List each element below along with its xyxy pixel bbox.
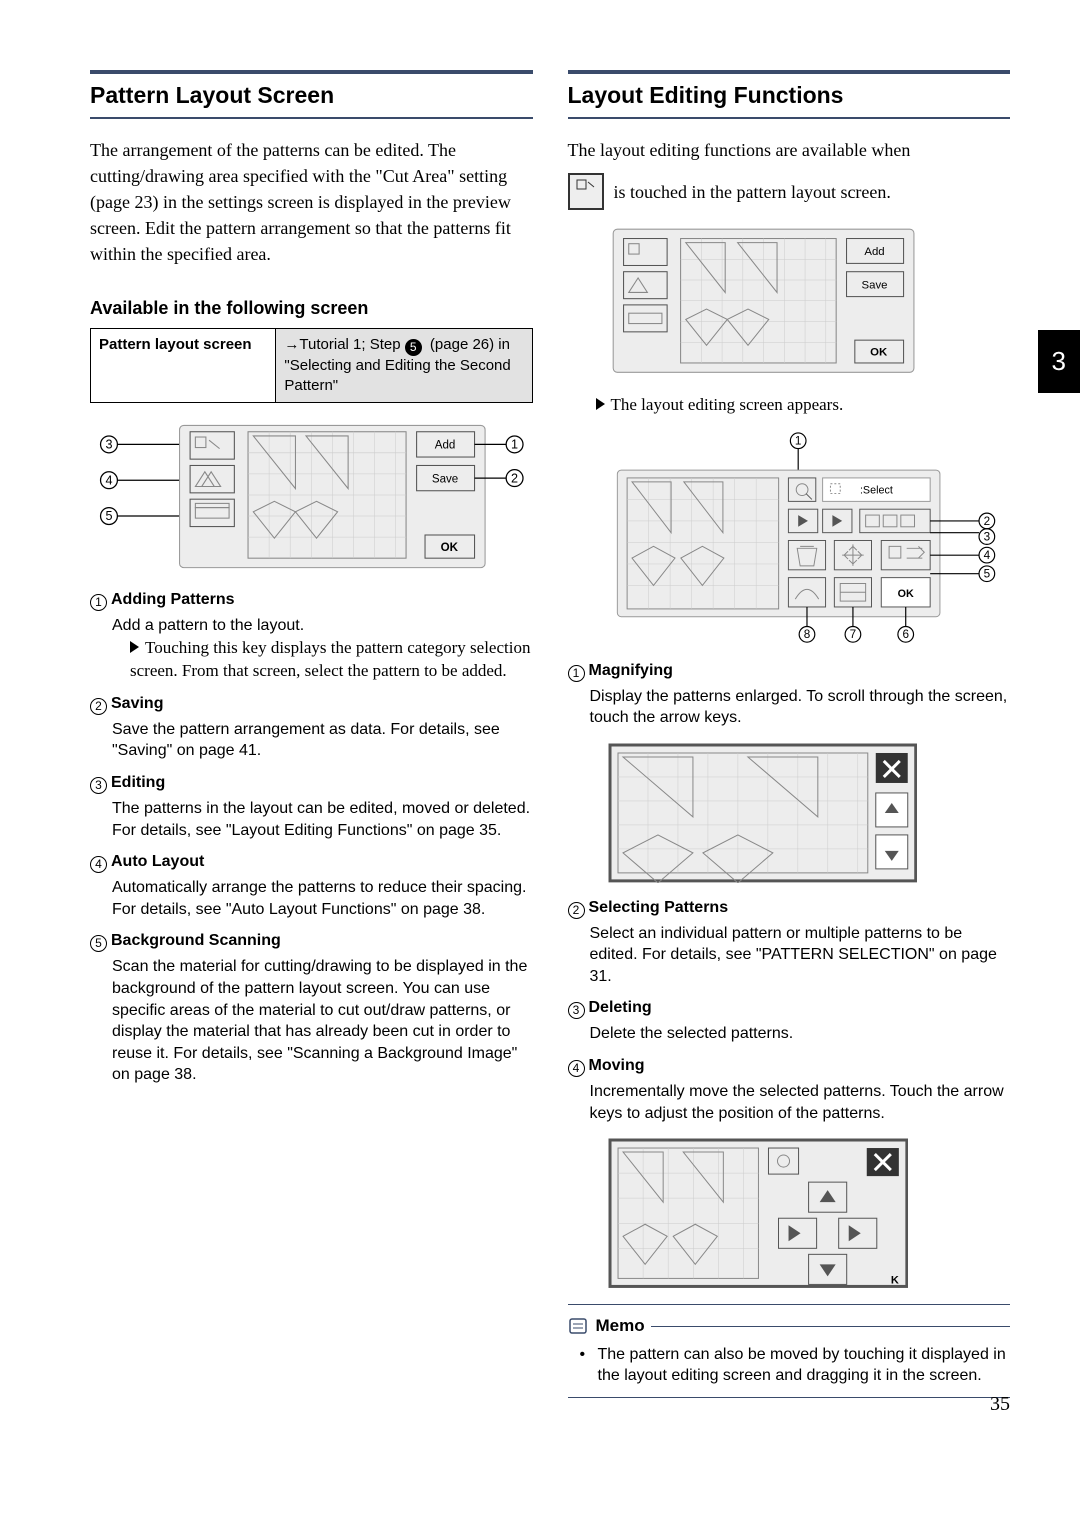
- svg-text:1: 1: [511, 438, 518, 452]
- svg-text:OK: OK: [897, 588, 913, 600]
- right-intro-a: The layout editing functions are availab…: [568, 137, 1011, 163]
- callout-4: 4: [101, 472, 191, 489]
- figure-caption: The layout editing screen appears.: [596, 394, 1011, 417]
- svg-text:Save: Save: [861, 279, 887, 291]
- pattern-layout-figure: 3 4 5 Add Save OK 1 2: [90, 417, 533, 575]
- page-number: 35: [990, 1391, 1010, 1418]
- item-desc: The patterns in the layout can be edited…: [112, 798, 533, 841]
- list-item: 2Saving: [90, 693, 533, 715]
- left-section-title: Pattern Layout Screen: [90, 70, 533, 119]
- memo-heading: Memo: [596, 1315, 645, 1338]
- svg-text:3: 3: [105, 438, 112, 452]
- svg-text::Select: :Select: [859, 484, 892, 496]
- list-item: 4Moving: [568, 1055, 1011, 1077]
- list-item: 1Adding Patterns: [90, 589, 533, 611]
- edit-tool-icon: [568, 173, 604, 210]
- right-column: Layout Editing Functions The layout edit…: [568, 70, 1011, 1398]
- list-item: 1Magnifying: [568, 660, 1011, 682]
- svg-text:K: K: [890, 1275, 898, 1287]
- item-desc: Add a pattern to the layout.: [112, 615, 533, 637]
- available-heading: Available in the following screen: [90, 296, 533, 320]
- svg-text:3: 3: [983, 530, 990, 543]
- step-number-icon: 5: [405, 339, 422, 356]
- table-row: →Tutorial 1; Step 5 (page 26) in "Select…: [276, 328, 532, 403]
- magnify-figure: [608, 743, 918, 883]
- svg-text:7: 7: [849, 628, 856, 641]
- svg-text:5: 5: [983, 567, 990, 580]
- item-desc: Incrementally move the selected patterns…: [590, 1081, 1011, 1124]
- triangle-bullet-icon: [596, 398, 605, 410]
- callout-5: 5: [101, 508, 191, 525]
- svg-text:Save: Save: [432, 474, 458, 486]
- svg-text:8: 8: [803, 628, 810, 641]
- left-column: Pattern Layout Screen The arrangement of…: [90, 70, 533, 1398]
- layout-editing-figure: 1 :Select OK 2 3 4: [588, 431, 1008, 646]
- svg-text:4: 4: [983, 549, 990, 562]
- item-desc: Scan the material for cutting/drawing to…: [112, 956, 533, 1086]
- memo-box: Memo The pattern can also be moved by to…: [568, 1304, 1011, 1398]
- layout-panel-figure: Add Save OK: [608, 224, 940, 380]
- item-desc: Select an individual pattern or multiple…: [590, 923, 1011, 988]
- list-item: 5Background Scanning: [90, 930, 533, 952]
- svg-text:5: 5: [105, 510, 112, 524]
- svg-text:6: 6: [902, 628, 909, 641]
- item-desc: Automatically arrange the patterns to re…: [112, 877, 533, 920]
- item-desc: Display the patterns enlarged. To scroll…: [590, 686, 1011, 729]
- side-tab: 3: [1038, 330, 1080, 393]
- right-section-title: Layout Editing Functions: [568, 70, 1011, 119]
- svg-text:2: 2: [983, 514, 990, 527]
- list-item: 2Selecting Patterns: [568, 897, 1011, 919]
- two-column-layout: Pattern Layout Screen The arrangement of…: [90, 70, 1010, 1398]
- svg-text:1: 1: [794, 434, 801, 447]
- svg-text:OK: OK: [441, 542, 459, 554]
- memo-icon: [568, 1316, 590, 1336]
- list-item: 3Deleting: [568, 997, 1011, 1019]
- list-item: 3Editing: [90, 772, 533, 794]
- svg-text:Add: Add: [864, 246, 884, 258]
- left-intro: The arrangement of the patterns can be e…: [90, 137, 533, 267]
- svg-text:Add: Add: [435, 440, 456, 452]
- callout-3: 3: [101, 436, 191, 453]
- memo-body: The pattern can also be moved by touchin…: [568, 1344, 1011, 1387]
- table-row: Pattern layout screen: [91, 328, 276, 403]
- availability-table: Pattern layout screen →Tutorial 1; Step …: [90, 328, 533, 404]
- item-desc: Save the pattern arrangement as data. Fo…: [112, 719, 533, 762]
- svg-text:2: 2: [511, 472, 518, 486]
- callout-1: 1: [790, 433, 806, 472]
- item-desc: Delete the selected patterns.: [590, 1023, 1011, 1045]
- svg-text:4: 4: [105, 474, 112, 488]
- right-intro-b: is touched in the pattern layout screen.: [614, 179, 891, 205]
- svg-text:OK: OK: [870, 347, 888, 359]
- move-figure: K: [608, 1138, 909, 1288]
- list-item: 4Auto Layout: [90, 851, 533, 873]
